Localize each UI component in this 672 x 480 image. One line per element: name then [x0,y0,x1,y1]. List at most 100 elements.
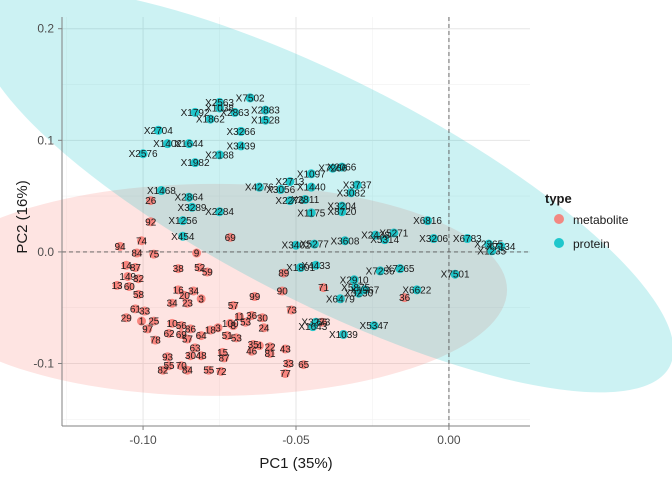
data-point-metabolite [196,351,206,361]
point-label-protein: X1792 [181,108,210,119]
point-label-protein: X4433 [301,261,330,272]
data-point-protein [349,275,359,285]
point-label-protein: X3082 [337,188,366,199]
data-point-metabolite [149,249,159,259]
data-point-protein [215,150,225,160]
data-point-protein [187,202,197,212]
data-point-metabolite [319,283,329,293]
point-label-protein: X2438 [361,231,390,242]
data-point-metabolite [182,334,192,344]
point-label-metabolite: 86 [185,324,197,335]
point-label-protein: X1039 [329,330,358,341]
point-label-protein: X2066 [327,163,356,174]
data-point-protein [236,141,246,151]
y-axis-title: PC2 (16%) [14,180,31,253]
data-point-metabolite [202,267,212,277]
point-label-metabolite: 93 [162,352,174,363]
data-point-protein [291,240,301,250]
point-label-protein: X2864 [174,193,203,204]
point-label-metabolite: 75 [148,250,160,261]
point-label-metabolite: 36 [246,311,258,322]
point-label-protein: X2576 [129,149,158,160]
point-label-metabolite: 63 [189,343,201,354]
data-point-metabolite [228,321,238,331]
point-label-metabolite: 99 [249,292,261,303]
data-point-metabolite [173,285,183,295]
y-tick-label: -0.1 [33,357,54,371]
data-point-metabolite [277,286,287,296]
data-point-metabolite [259,323,269,333]
y-tick-label: 0.1 [37,133,54,147]
data-point-metabolite [192,248,202,258]
data-point-protein [328,163,338,173]
point-label-protein: X1801 [286,263,315,274]
point-label-protein: X2365 [474,240,503,251]
point-label-metabolite: 55 [163,361,175,372]
data-point-protein [389,228,399,238]
data-points [112,93,506,379]
point-label-metabolite: 84 [182,366,194,377]
data-point-metabolite [241,317,251,327]
x-tick-label: -0.05 [282,433,310,447]
point-label-protein: X2713 [275,177,304,188]
data-point-protein [254,182,264,192]
data-point-metabolite [176,321,186,331]
data-point-protein [311,260,321,270]
point-label-protein: X3230 [344,289,373,300]
point-label-metabolite: 18 [205,326,217,337]
legend-key-protein [554,238,564,248]
data-point-protein [462,234,472,244]
point-label-protein: X2188 [205,150,234,161]
point-label-protein: X5347 [360,321,389,332]
data-point-metabolite [280,369,290,379]
data-point-metabolite [121,260,131,270]
point-label-metabolite: 81 [264,349,276,360]
data-point-metabolite [196,294,206,304]
data-point-protein [309,239,319,249]
legend-label-metabolite: metabolite [573,213,629,227]
point-label-metabolite: 56 [176,321,188,332]
data-point-metabolite [115,241,125,251]
data-point-protein [487,246,497,256]
point-label-metabolite: 57 [182,334,194,345]
data-point-protein [306,208,316,218]
data-point-metabolite [182,298,192,308]
data-point-metabolite [265,348,275,358]
point-label-protein: X7265 [386,264,415,275]
data-point-protein [230,107,240,117]
point-label-protein: X8720 [327,207,356,218]
point-label-protein: X3737 [343,180,372,191]
data-point-metabolite [163,352,173,362]
data-point-protein [190,107,200,117]
point-label-metabolite: 46 [246,347,258,358]
data-point-metabolite [137,316,147,326]
point-label-metabolite: 23 [182,299,194,310]
point-label-metabolite: 58 [133,290,145,301]
data-point-protein [184,139,194,149]
data-point-protein [285,177,295,187]
point-label-metabolite: 3 [198,294,204,305]
point-label-metabolite: 69 [225,233,237,244]
confidence-ellipses [0,0,672,396]
data-point-metabolite [146,217,156,227]
ellipse-protein [0,0,672,393]
data-point-protein [338,329,348,339]
data-point-protein [300,194,310,204]
point-label-metabolite: 72 [215,367,227,378]
data-point-metabolite [185,351,195,361]
point-label-metabolite: 77 [280,369,292,380]
point-label-metabolite: 73 [286,305,298,316]
point-label-metabolite: 87 [219,353,231,364]
x-tick-label: 0.00 [437,433,461,447]
point-label-protein: X2863 [220,108,249,119]
data-point-protein [371,230,381,240]
data-point-metabolite [133,274,143,284]
point-label-metabolite: 16 [173,285,185,296]
data-point-metabolite [218,347,228,357]
legend-key-metabolite [554,214,564,224]
point-label-protein: X1643 [298,322,327,333]
data-point-metabolite [164,328,174,338]
data-point-protein [153,125,163,135]
point-label-protein: X5277 [300,240,329,251]
